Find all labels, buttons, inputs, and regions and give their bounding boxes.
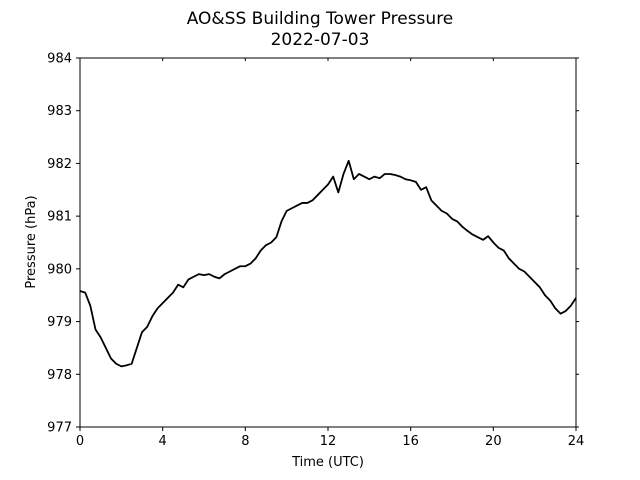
- y-tick-label-2: 979: [47, 315, 72, 330]
- x-tick-label-6: 24: [568, 434, 585, 449]
- x-tick-label-5: 20: [485, 434, 502, 449]
- y-tick-label-5: 982: [47, 157, 72, 172]
- x-tick-label-2: 8: [241, 434, 249, 449]
- plot-frame: [79, 57, 577, 428]
- x-tick-label-1: 4: [159, 434, 167, 449]
- x-tick-label-3: 12: [320, 434, 337, 449]
- pressure-series-line: [79, 159, 577, 368]
- x-tick-label-0: 0: [76, 434, 84, 449]
- plot-area: 0 4 8 12 16 20 24 977 978 979 980 981 982 983 984: [47, 52, 584, 450]
- y-tick-label-7: 984: [47, 52, 72, 67]
- x-tick-label-4: 16: [402, 434, 419, 449]
- y-tick-label-6: 983: [47, 104, 72, 119]
- y-tick-label-3: 980: [47, 262, 72, 277]
- x-axis-label: Time (UTC): [291, 455, 364, 470]
- y-tick-label-1: 978: [47, 368, 72, 383]
- y-axis-label: Pressure (hPa): [24, 195, 39, 288]
- chart-subtitle: 2022-07-03: [271, 30, 370, 50]
- y-tick-label-0: 977: [47, 421, 72, 436]
- y-tick-label-4: 981: [47, 210, 72, 225]
- chart-title: AO&SS Building Tower Pressure: [187, 9, 454, 29]
